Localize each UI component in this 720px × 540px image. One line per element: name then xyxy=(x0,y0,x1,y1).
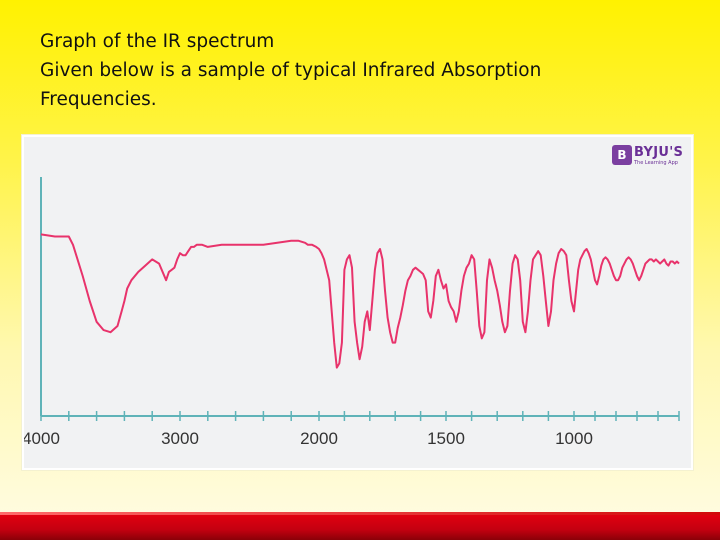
heading-line-2: Given below is a sample of typical Infra… xyxy=(40,60,542,81)
byjus-logo: B BYJU'S The Learning App xyxy=(612,145,684,171)
x-tick-label: 3000 xyxy=(161,429,199,448)
slide-heading: Graph of the IR spectrum Given below is … xyxy=(40,27,680,114)
byjus-logo-name: BYJU'S xyxy=(634,145,684,160)
chart-area: B BYJU'S The Learning App 4000 3000 2000 15… xyxy=(24,137,691,468)
heading-line-3: Frequencies. xyxy=(40,89,157,110)
x-tick-label: 2000 xyxy=(300,429,338,448)
spectrum-line xyxy=(40,233,680,369)
byjus-logo-tagline: The Learning App xyxy=(634,160,678,166)
x-tick-label: 1000 xyxy=(555,429,593,448)
x-tick-label: 4000 xyxy=(24,429,60,448)
heading-line-1: Graph of the IR spectrum xyxy=(40,31,275,52)
ir-spectrum-chart: 4000 3000 2000 1500 1000 xyxy=(24,177,680,448)
chart-panel: B BYJU'S The Learning App 4000 3000 2000 15… xyxy=(21,134,694,471)
footer-bar xyxy=(0,512,720,540)
x-tick-label: 1500 xyxy=(427,429,465,448)
byjus-logo-icon: B xyxy=(612,145,632,165)
